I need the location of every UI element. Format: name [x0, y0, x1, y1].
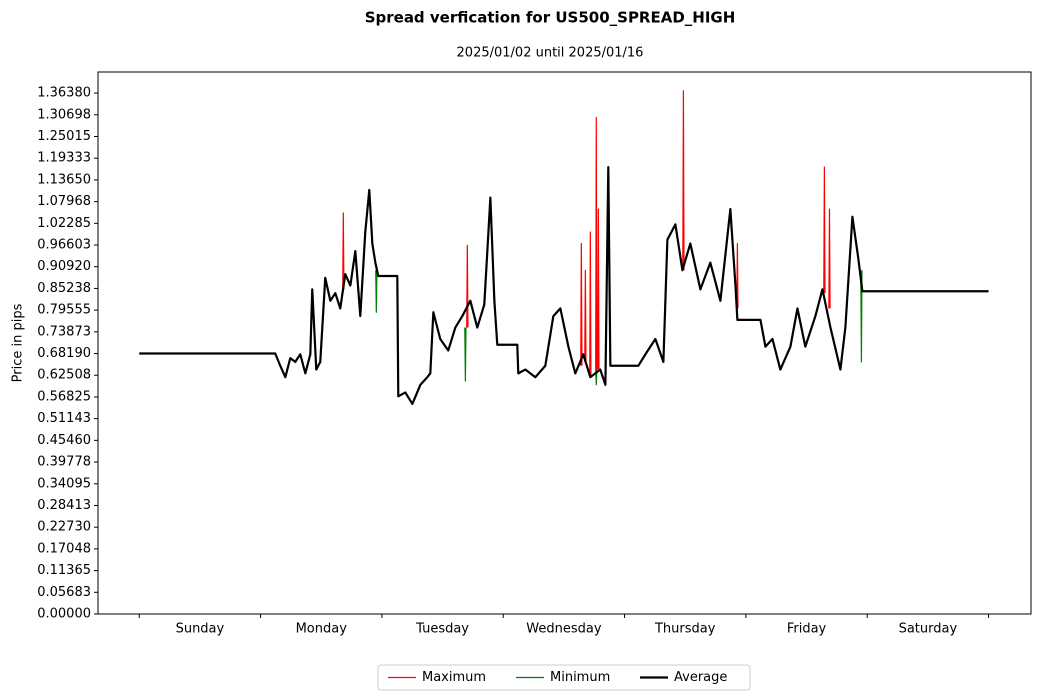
y-tick-label: 0.34095: [37, 476, 91, 491]
y-tick-label: 0.28413: [37, 498, 91, 513]
y-tick-label: 1.02285: [37, 216, 91, 231]
x-tick-label: Sunday: [176, 622, 225, 637]
y-tick-label: 0.62508: [37, 368, 91, 383]
y-tick-label: 0.05683: [37, 585, 91, 600]
legend-label: Average: [674, 670, 727, 685]
y-tick-label: 0.51143: [37, 411, 91, 426]
plot-frame: [97, 71, 1032, 615]
legend-box: [377, 664, 751, 691]
x-tick-label: Saturday: [899, 622, 958, 637]
y-tick-label: 1.19333: [37, 151, 91, 166]
y-tick-label: 0.79555: [37, 303, 91, 318]
chart-subtitle: 2025/01/02 until 2025/01/16: [457, 46, 644, 61]
y-tick-label: 0.11365: [37, 563, 91, 578]
y-tick-label: 0.45460: [37, 433, 91, 448]
series-line: [375, 270, 863, 386]
y-tick-label: 1.13650: [37, 172, 91, 187]
y-tick-label: 0.39778: [37, 455, 91, 470]
y-axis-label: Price in pips: [11, 303, 26, 382]
y-tick-label: 1.25015: [37, 129, 91, 144]
x-tick-label: Wednesday: [526, 622, 602, 637]
y-tick-label: 0.73873: [37, 324, 91, 339]
legend-label: Minimum: [550, 670, 610, 685]
y-tick-label: 0.96603: [37, 238, 91, 253]
y-tick-label: 0.90920: [37, 259, 91, 274]
y-tick-label: 0.22730: [37, 520, 91, 535]
x-tick-label: Friday: [787, 622, 827, 637]
series-line: [342, 90, 831, 378]
x-tick-label: Tuesday: [415, 622, 469, 637]
legend-label: Maximum: [422, 670, 486, 685]
x-tick-label: Monday: [296, 622, 348, 637]
y-tick-label: 1.30698: [37, 107, 91, 122]
y-tick-label: 0.85238: [37, 281, 91, 296]
y-tick-label: 0.17048: [37, 541, 91, 556]
legend: Maximum Minimum Average: [377, 664, 751, 691]
y-tick-label: 1.07968: [37, 194, 91, 209]
y-tick-label: 0.68190: [37, 346, 91, 361]
series-line: [139, 166, 989, 406]
y-tick-label: 1.36380: [37, 86, 91, 101]
x-tick-label: Thursday: [654, 622, 716, 637]
y-tick-label: 0.00000: [37, 607, 91, 622]
chart-title: Spread verfication for US500_SPREAD_HIGH: [365, 9, 736, 27]
y-tick-label: 0.56825: [37, 389, 91, 404]
